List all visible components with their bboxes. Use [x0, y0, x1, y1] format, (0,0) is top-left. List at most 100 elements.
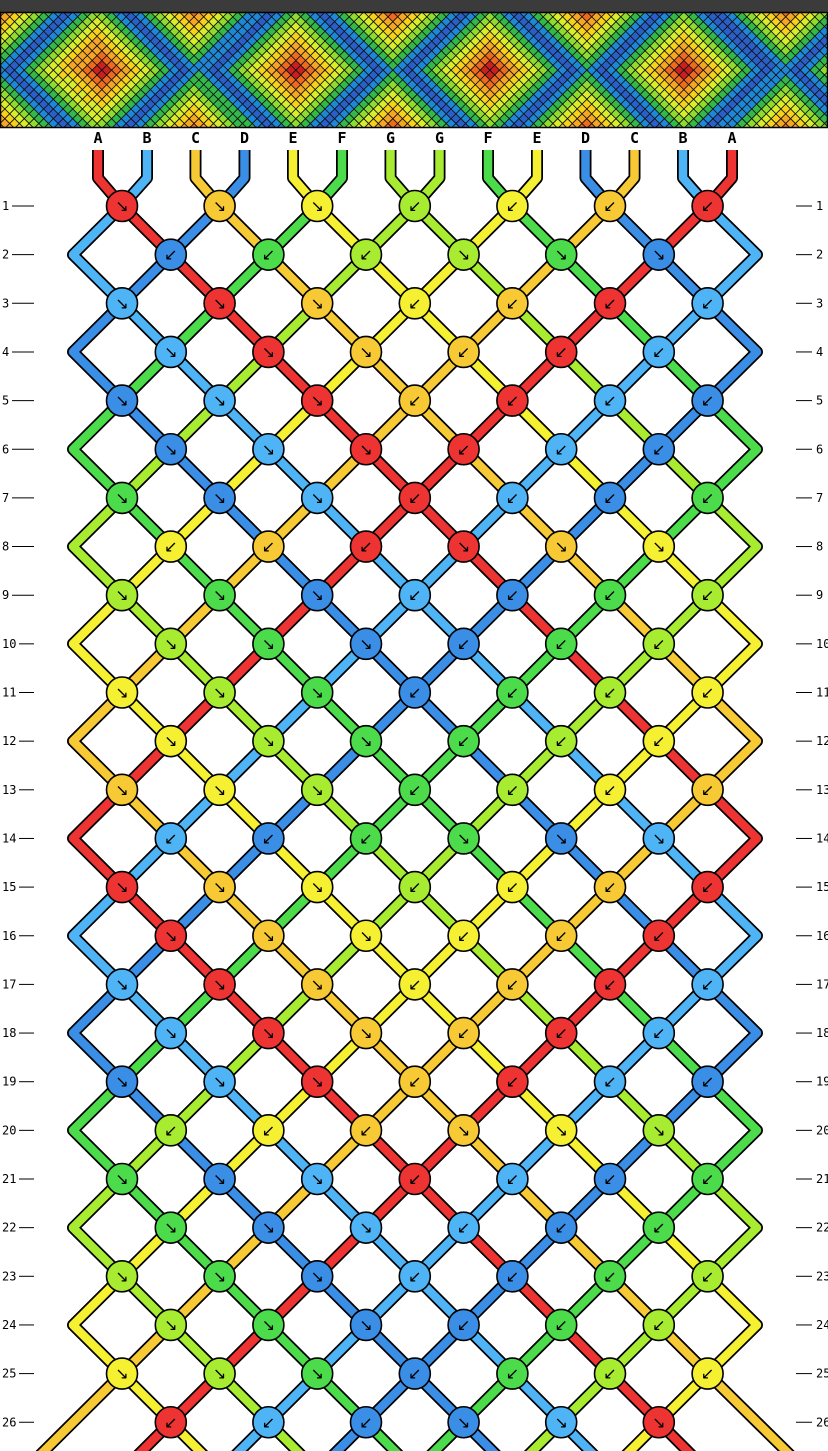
- knot-arrow-icon: ↙: [554, 926, 567, 945]
- knot-arrow-icon: ↙: [652, 440, 665, 459]
- knot-arrow-icon: ↘: [164, 1024, 177, 1043]
- knot: ↘: [300, 578, 334, 612]
- knot: ↙: [691, 286, 724, 320]
- knot-arrow-icon: ↘: [310, 294, 323, 313]
- knot-arrow-icon: ↙: [506, 1364, 519, 1383]
- knot-circle: [593, 870, 627, 904]
- knot-circle: [203, 1260, 236, 1293]
- knot-circle: [398, 773, 432, 807]
- knot-circle: [252, 627, 285, 661]
- knot: ↙: [544, 1211, 578, 1244]
- knot-circle: [300, 1357, 334, 1390]
- knot-circle: [203, 773, 236, 807]
- knot-arrow-icon: ↙: [506, 294, 519, 313]
- knot: ↙: [642, 627, 676, 661]
- knot-arrow-icon: ↙: [457, 1024, 470, 1043]
- knot-circle: [593, 1065, 627, 1098]
- knot-arrow-icon: ↘: [262, 1024, 275, 1043]
- knot-circle: [691, 286, 724, 320]
- string-label: F: [483, 129, 492, 147]
- row-label-left: 7: [2, 491, 9, 505]
- knot-arrow-icon: ↘: [115, 780, 128, 799]
- knot-arrow-icon: ↘: [115, 294, 128, 313]
- knot-arrow-icon: ↙: [408, 197, 421, 216]
- knot-arrow-icon: ↙: [701, 683, 714, 702]
- knot-arrow-icon: ↙: [408, 391, 421, 410]
- knot: ↙: [398, 286, 432, 320]
- knot-circle: [544, 238, 578, 271]
- knot-arrow-icon: ↙: [701, 1267, 714, 1286]
- knot-circle: [496, 1260, 529, 1293]
- knot-circle: [398, 1260, 432, 1293]
- knot-circle: [105, 189, 139, 223]
- knot: ↙: [544, 1308, 578, 1342]
- knot-arrow-icon: ↙: [262, 245, 275, 264]
- knot-arrow-icon: ↙: [603, 294, 616, 313]
- knot: ↙: [154, 1405, 188, 1439]
- knot-arrow-icon: ↙: [506, 391, 519, 410]
- row-label-right: 25: [816, 1367, 828, 1381]
- knot-arrow-icon: ↘: [310, 780, 323, 799]
- knot: ↙: [349, 530, 383, 563]
- knot: ↙: [691, 1162, 724, 1196]
- row-label-left: 5: [2, 394, 9, 408]
- knot-circle: [691, 384, 724, 417]
- knot: ↙: [593, 870, 627, 904]
- knot-circle: [642, 627, 676, 661]
- row-label-right: 16: [816, 929, 828, 943]
- knot: ↘: [105, 1162, 139, 1196]
- knot: ↘: [300, 1357, 334, 1390]
- knot: ↙: [398, 1162, 432, 1196]
- knot-arrow-icon: ↙: [506, 780, 519, 799]
- row-label-right: 21: [816, 1172, 828, 1186]
- knot-arrow-icon: ↘: [164, 926, 177, 945]
- knot: ↘: [544, 238, 578, 271]
- row-label-right: 12: [816, 734, 828, 748]
- row-label-left: 23: [2, 1269, 16, 1283]
- knot: ↙: [398, 1357, 432, 1390]
- knot-arrow-icon: ↙: [506, 1072, 519, 1091]
- knot: ↘: [105, 384, 139, 417]
- string-label: A: [93, 129, 102, 147]
- knot-circle: [447, 1114, 480, 1147]
- knot: ↘: [154, 1308, 188, 1342]
- knot-circle: [252, 238, 285, 271]
- knot-circle: [496, 870, 529, 904]
- row-label-left: 24: [2, 1318, 16, 1332]
- knot: ↘: [300, 968, 334, 1001]
- knot-circle: [544, 1405, 578, 1439]
- bracelet-preview: [0, 11, 828, 129]
- string-label: D: [240, 129, 249, 147]
- knot-circle: [642, 919, 676, 953]
- knot: ↙: [154, 238, 188, 271]
- knot-arrow-icon: ↙: [164, 245, 177, 264]
- knot-circle: [544, 1114, 578, 1147]
- knot-arrow-icon: ↙: [554, 1024, 567, 1043]
- knot-circle: [691, 1260, 724, 1293]
- knot-arrow-icon: ↘: [115, 1267, 128, 1286]
- knot-circle: [252, 1114, 285, 1147]
- knot-circle: [398, 1162, 432, 1196]
- knot-arrow-icon: ↘: [652, 537, 665, 556]
- knot: ↙: [398, 773, 432, 807]
- knot: ↘: [349, 335, 383, 369]
- knot-arrow-icon: ↘: [554, 537, 567, 556]
- knot-circle: [349, 1114, 383, 1147]
- row-label-left: 2: [2, 248, 9, 262]
- knot-arrow-icon: ↘: [310, 197, 323, 216]
- knot-circle: [496, 1065, 529, 1098]
- knot: ↘: [105, 286, 139, 320]
- knot: ↙: [252, 1114, 285, 1147]
- knot-circle: [447, 1405, 480, 1439]
- knot: ↘: [252, 1016, 285, 1050]
- knot-circle: [593, 1357, 627, 1390]
- knot: ↘: [105, 1065, 139, 1098]
- knot: ↘: [300, 870, 334, 904]
- knot-arrow-icon: ↘: [164, 1218, 177, 1237]
- row-label-right: 14: [816, 831, 828, 845]
- knot: ↘: [544, 530, 578, 563]
- knot: ↙: [154, 1114, 188, 1147]
- knot: ↘: [300, 384, 334, 417]
- knot-circle: [349, 1016, 383, 1050]
